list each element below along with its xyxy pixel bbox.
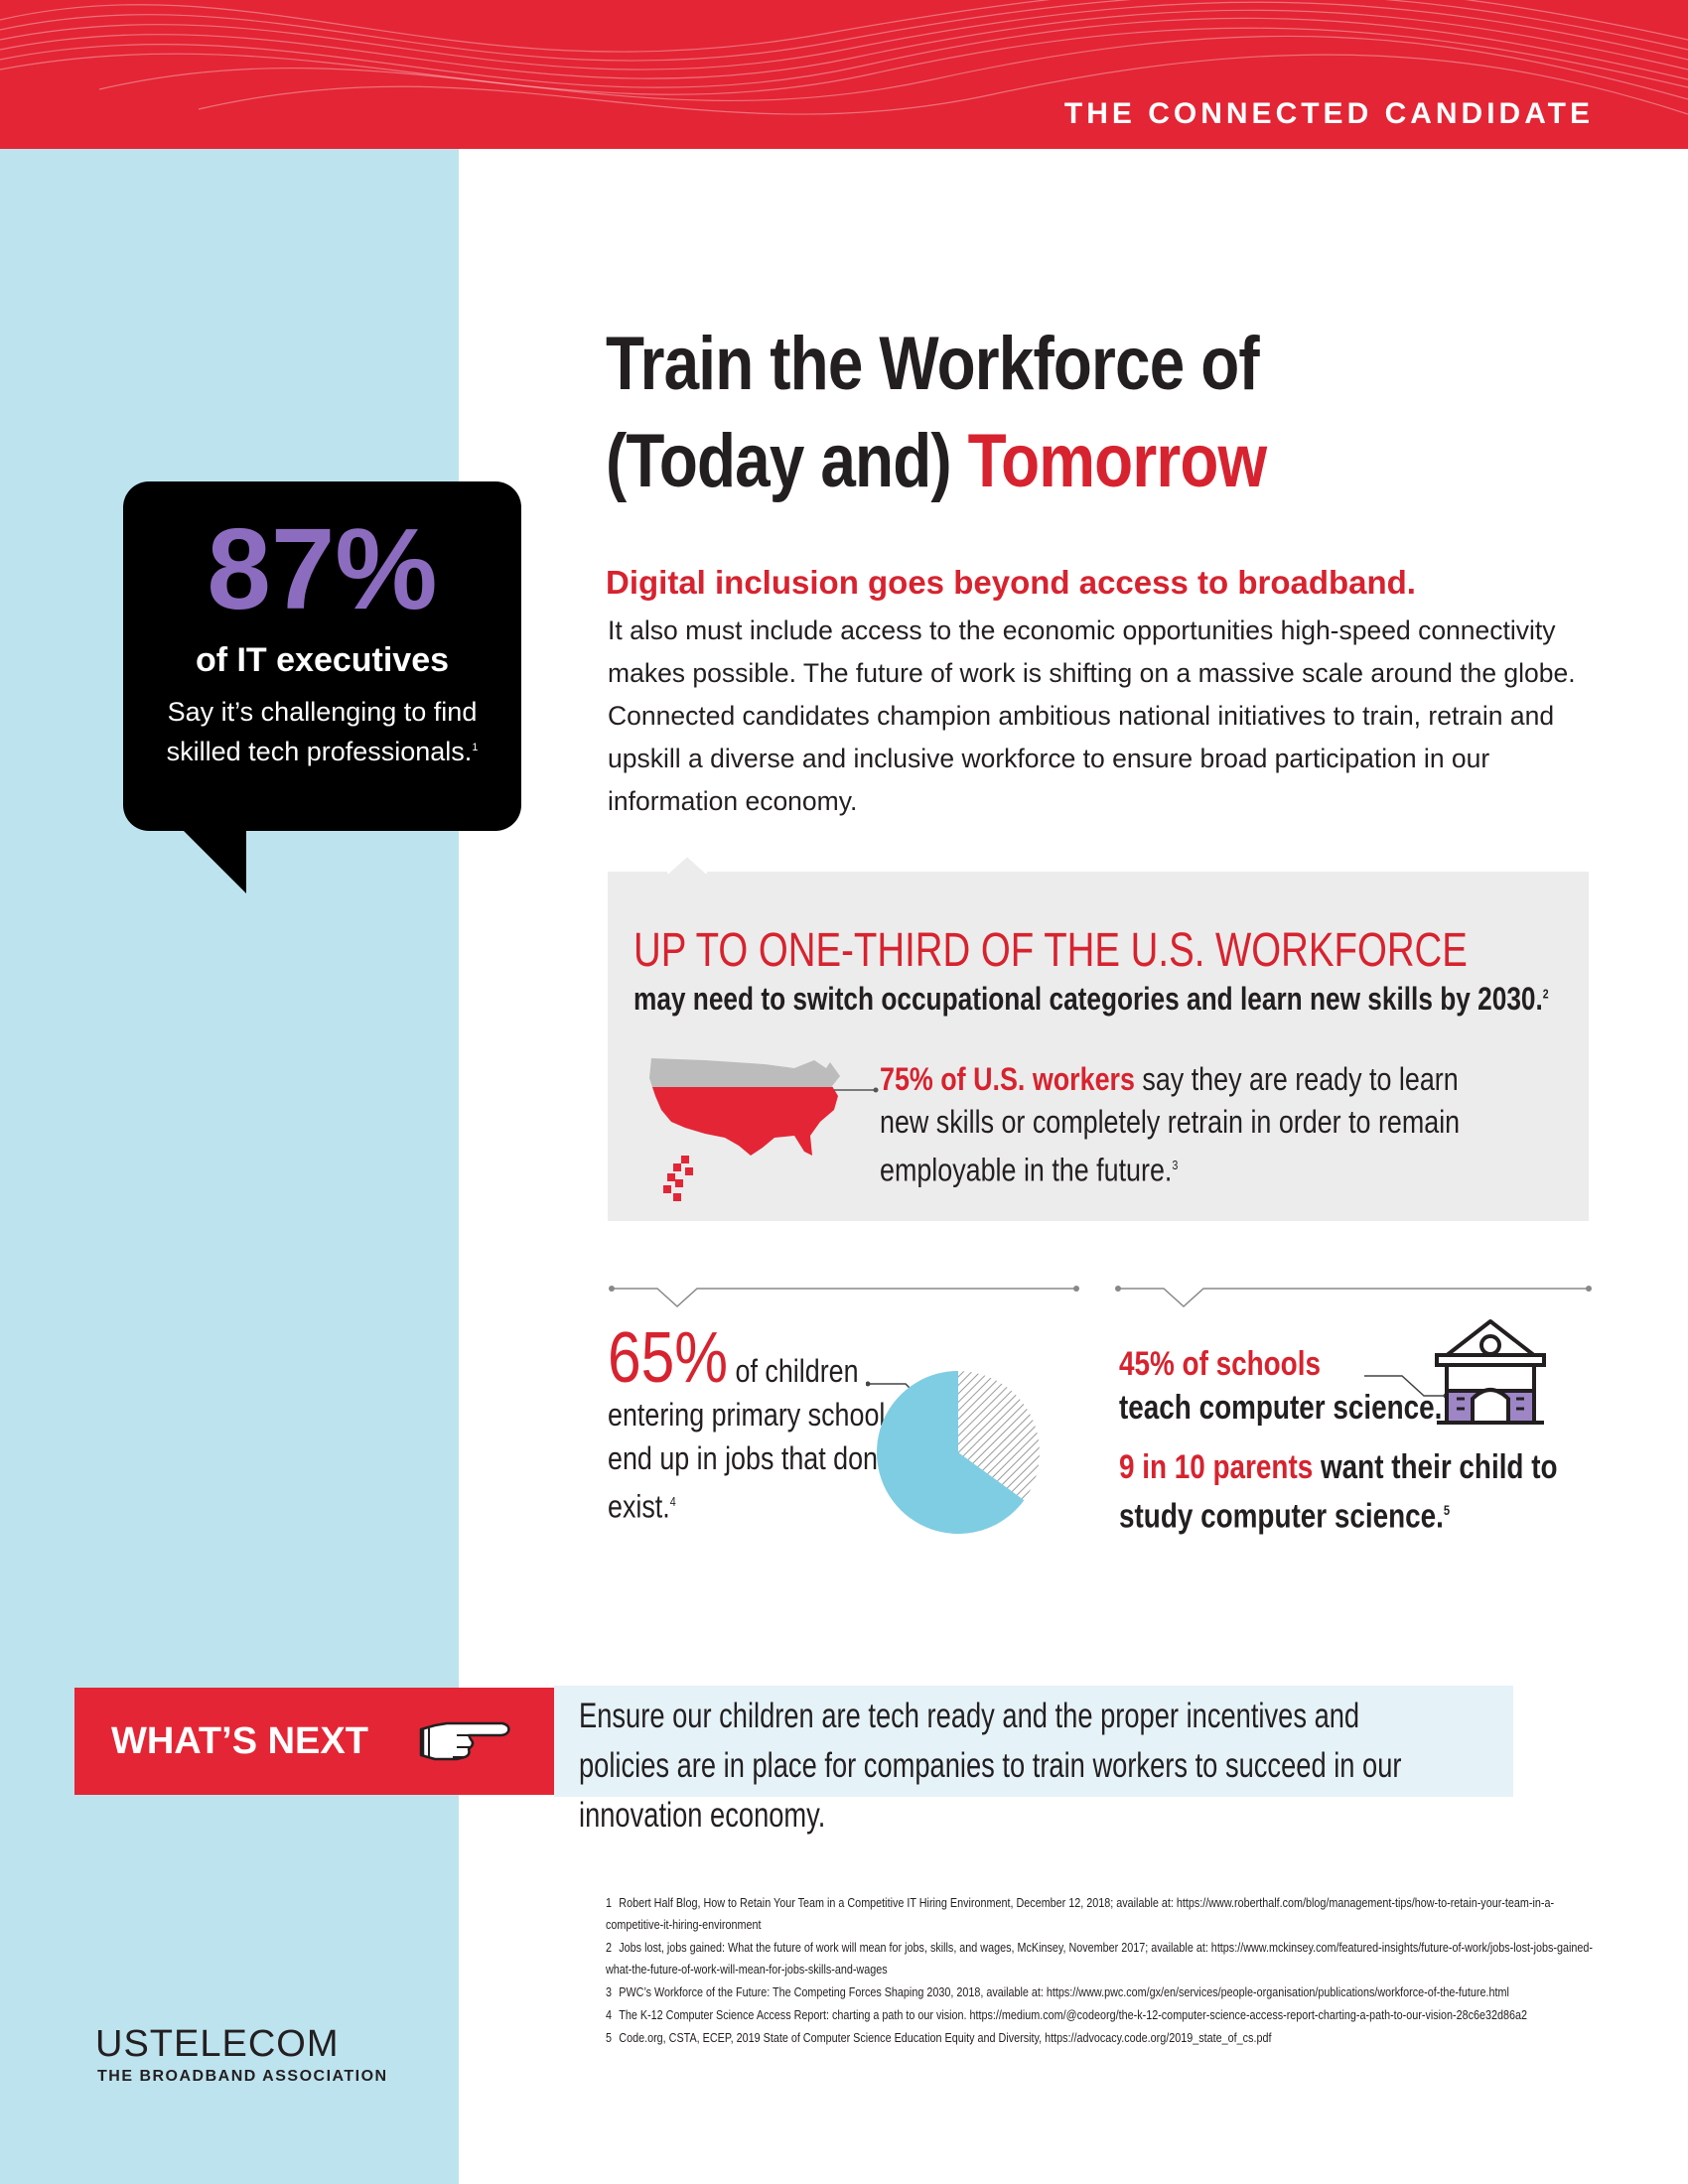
divider-right: [1115, 1286, 1592, 1308]
children-pie-chart: [877, 1371, 1040, 1534]
box-notch: [667, 856, 707, 874]
callout-tail: [179, 826, 246, 893]
footnote-item: 3 PWC’s Workforce of the Future: The Comp…: [606, 1984, 1509, 1999]
children-big-number: 65%: [608, 1318, 729, 1398]
logo-wordmark: USTELECOM: [95, 2023, 340, 2065]
header-band: THE CONNECTED CANDIDATE: [0, 0, 1688, 149]
left-sidebar-band: [0, 149, 459, 2184]
workforce-subline: may need to switch occupational categori…: [633, 981, 1549, 1017]
whats-next-text: Ensure our children are tech ready and t…: [579, 1697, 1402, 1835]
footnote-item: 5 Code.org, CSTA, ECEP, 2019 State of Com…: [606, 2030, 1272, 2045]
whats-next-text-box: [554, 1686, 1513, 1797]
divider-left: [609, 1286, 1079, 1308]
callout-subject: of IT executives: [195, 641, 450, 679]
intro-body: It also must include access to the econo…: [608, 615, 1576, 816]
workforce-headline: UP TO ONE-THIRD OF THE U.S. WORKFORCE: [633, 924, 1468, 977]
pie-slice-65: [877, 1371, 1025, 1534]
whats-next-label: WHAT’S NEXT: [111, 1720, 368, 1762]
page-title: Train the Workforce of (Today and) Tomor…: [606, 322, 1267, 503]
footnote-item: 2 Jobs lost, jobs gained: What the future…: [606, 1940, 1594, 1977]
wave-pattern: [0, 0, 1688, 115]
whats-next-banner: [74, 1688, 554, 1795]
children-stat: 65% of children entering primary school …: [608, 1318, 934, 1525]
callout-description: Say it’s challenging to find skilled tec…: [166, 697, 479, 766]
logo-tagline: THE BROADBAND ASSOCIATION: [97, 2068, 388, 2085]
footnote-item: 4 The K-12 Computer Science Access Report…: [606, 2007, 1528, 2022]
header-title: THE CONNECTED CANDIDATE: [1063, 97, 1594, 130]
workers-stat: 75% of U.S. workers say they are ready t…: [880, 1061, 1461, 1188]
workforce-stat-box: [608, 872, 1589, 1221]
intro-lead: Digital inclusion goes beyond access to …: [606, 564, 1416, 601]
pointing-hand-icon: [419, 1721, 510, 1761]
schools-stat: 45% of schools teach computer science. 9…: [1119, 1345, 1558, 1536]
school-house-icon: [1435, 1319, 1546, 1425]
footnotes-list: 1 Robert Half Blog, How to Retain Your Te…: [606, 1892, 1595, 2050]
stat-callout: 87% of IT executives Say it’s challengin…: [123, 481, 521, 831]
callout-big-number: 87%: [207, 504, 438, 633]
footnote-item: 1 Robert Half Blog, How to Retain Your Te…: [606, 1895, 1555, 1932]
us-map-icon: [649, 1058, 879, 1201]
